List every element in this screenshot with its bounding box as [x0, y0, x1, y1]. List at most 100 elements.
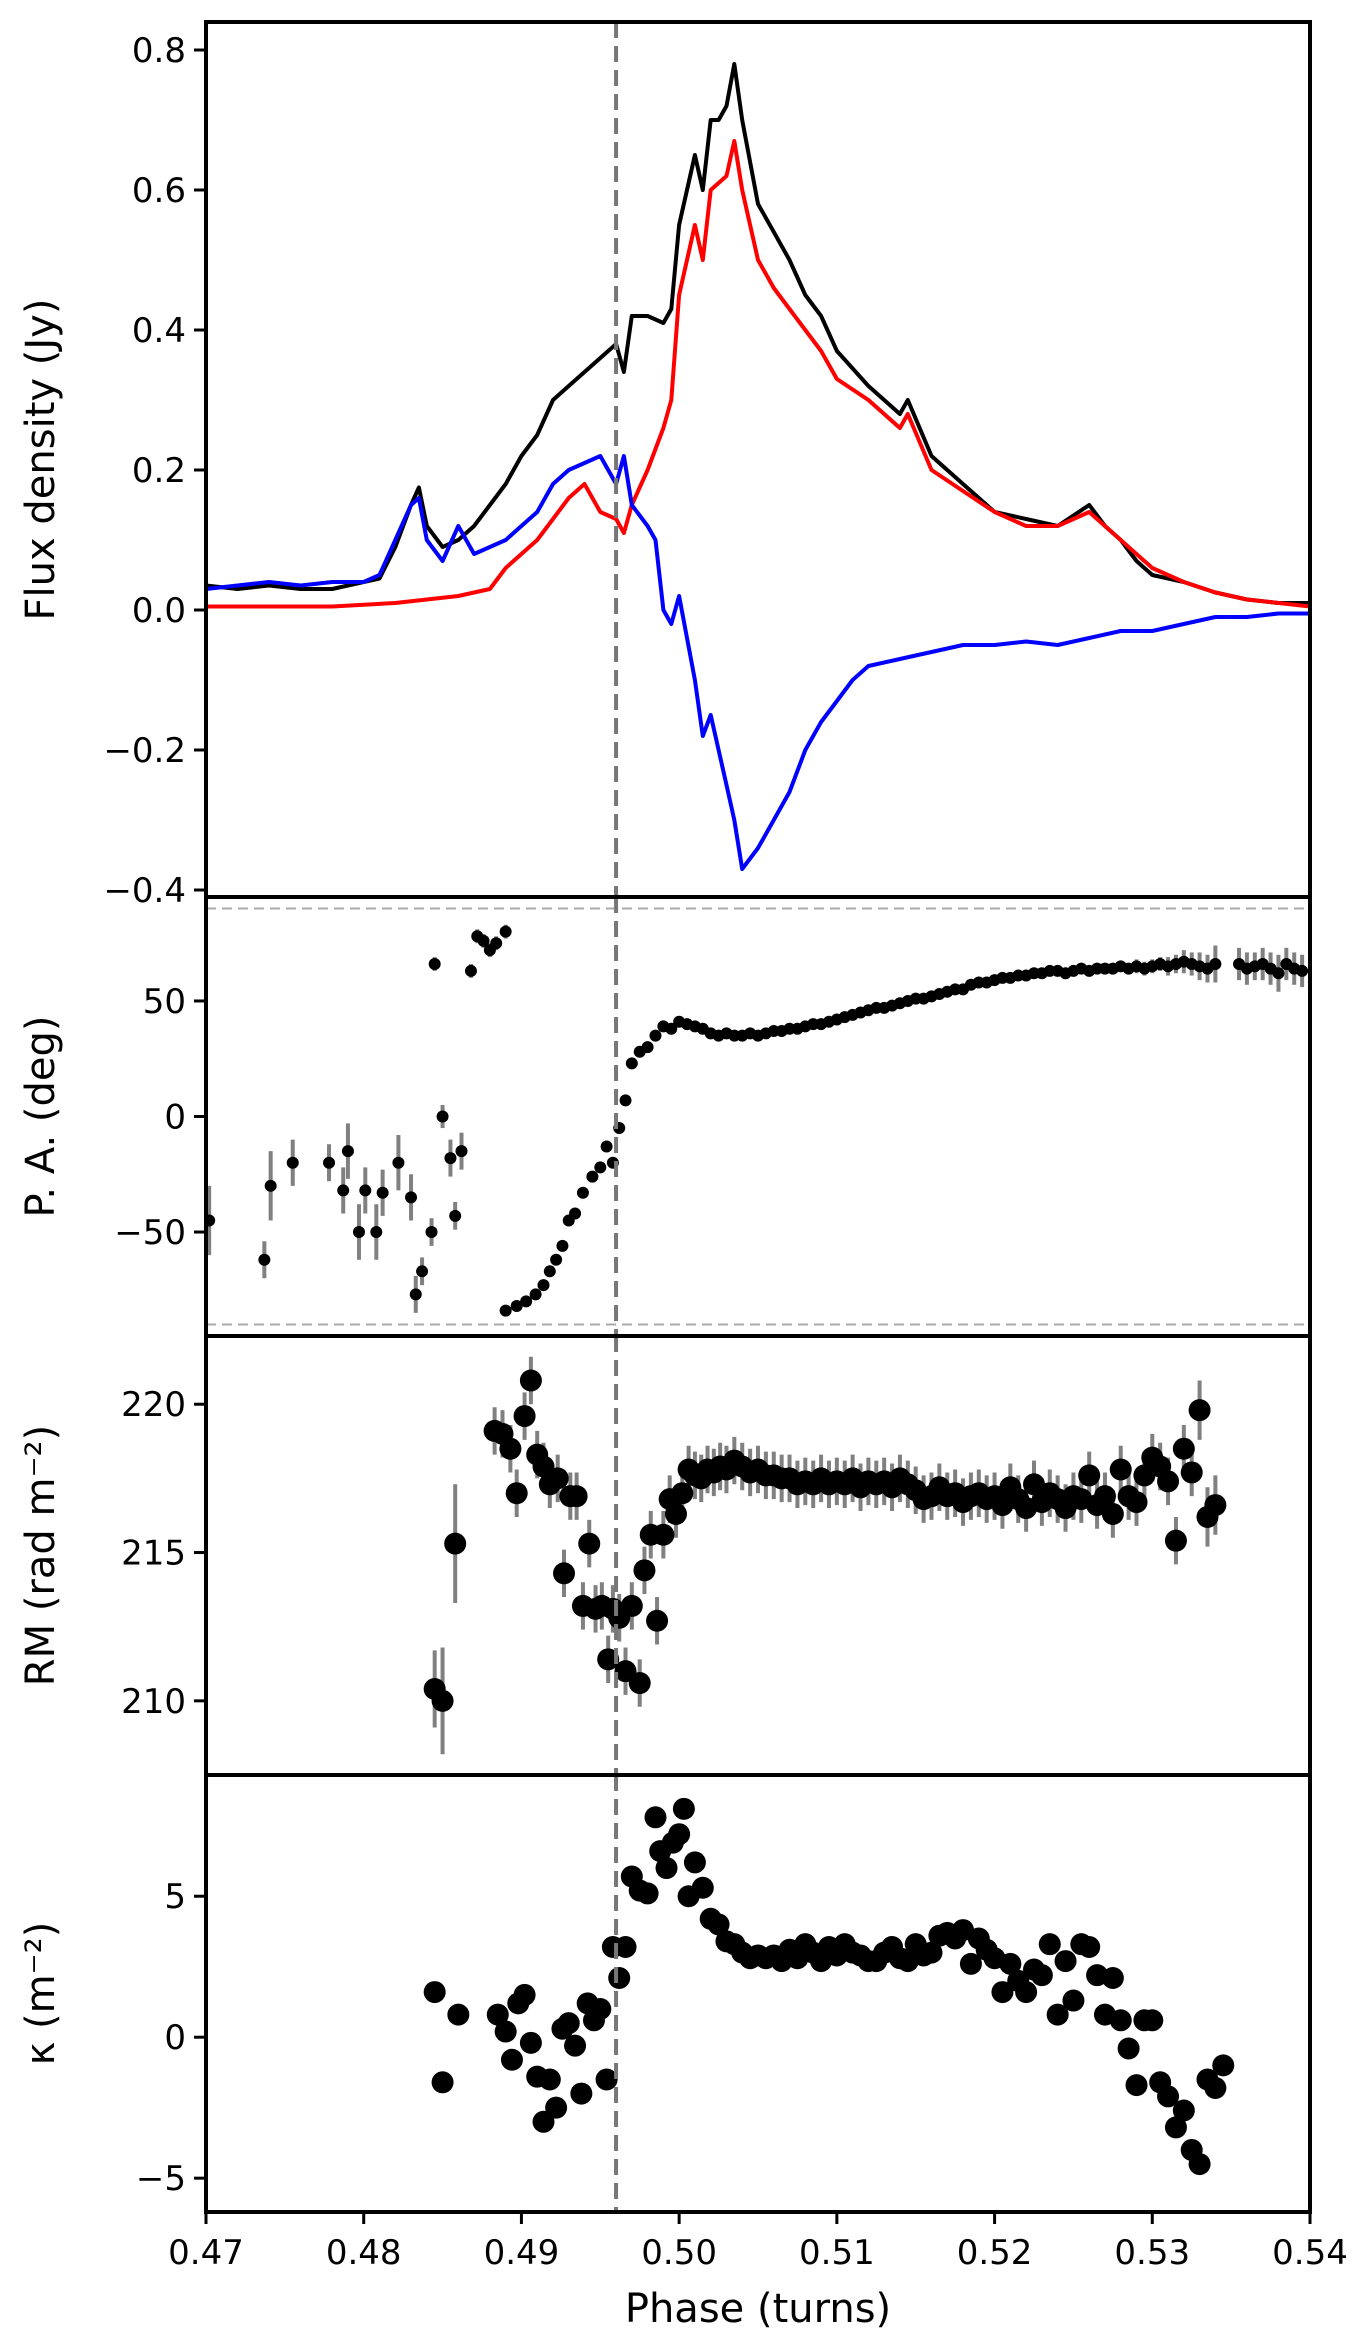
data-point	[636, 1882, 659, 1905]
data-point	[553, 1562, 576, 1585]
data-point	[546, 1467, 569, 1490]
plot-area-kappa	[423, 1797, 1235, 2176]
data-point	[519, 2031, 542, 2054]
data-point	[341, 1145, 354, 1158]
chart-panels: −0.4 −0.2 0.0 0.2 0.4 0.6 0.8 Flux density (Jy)…	[18, 20, 1348, 2273]
x-tick-label: 0.53	[1114, 2233, 1190, 2273]
data-point	[1204, 1494, 1227, 1517]
data-point	[464, 964, 477, 977]
data-point	[529, 1288, 542, 1301]
data-point	[569, 1207, 582, 1220]
y-tick-label: 50	[143, 982, 186, 1022]
data-point	[597, 1648, 620, 1671]
data-point	[455, 1145, 468, 1158]
data-point	[608, 1966, 631, 1989]
data-point	[665, 1022, 678, 1035]
y-axis-label: RM (rad m⁻²)	[18, 1425, 64, 1686]
data-point	[206, 1214, 216, 1227]
data-point	[1046, 2003, 1069, 2026]
y-tick-label: 210	[121, 1682, 186, 1722]
data-point	[520, 1295, 533, 1308]
y-tick-label: 0.6	[132, 171, 186, 211]
data-point	[1172, 1437, 1195, 1460]
y-tick-label: −0.4	[103, 871, 186, 911]
data-point	[920, 1941, 943, 1964]
data-point	[286, 1156, 299, 1169]
data-point	[486, 2003, 509, 2026]
data-point	[707, 1913, 730, 1936]
data-point	[565, 1485, 588, 1508]
data-point	[337, 1184, 350, 1197]
data-point	[1212, 2054, 1235, 2077]
y-axis-label: Flux density (Jy)	[18, 299, 64, 621]
data-point	[664, 1502, 687, 1525]
data-point	[532, 2110, 555, 2133]
data-point	[600, 1140, 613, 1153]
data-point	[1188, 2153, 1211, 2176]
y-tick-label: 0.0	[132, 591, 186, 631]
series-linear	[206, 139, 1310, 609]
data-point	[416, 1265, 429, 1278]
data-point	[564, 2034, 587, 2057]
data-point	[655, 1857, 678, 1880]
data-point	[499, 925, 512, 938]
panel-rm: 210 215 220 RM (rad m⁻²)	[18, 1334, 1312, 1777]
data-point	[652, 1523, 675, 1546]
data-point	[1188, 1399, 1211, 1422]
panel-kappa: −5 0 5 κ (m⁻²)	[18, 1773, 1312, 2224]
panel-frame	[204, 20, 1312, 899]
data-point	[1157, 1470, 1180, 1493]
data-point	[646, 1609, 669, 1632]
data-point	[633, 1559, 656, 1582]
data-point	[538, 2068, 561, 2091]
data-point	[1164, 2116, 1187, 2139]
data-point	[1015, 1981, 1038, 2004]
data-point	[1204, 2076, 1227, 2099]
data-point	[392, 1156, 405, 1169]
data-point	[444, 1532, 467, 1555]
data-point	[477, 934, 490, 947]
data-point	[370, 1226, 383, 1239]
data-point	[513, 1405, 536, 1428]
data-point	[1296, 964, 1309, 977]
data-point	[991, 1981, 1014, 2004]
data-point	[1078, 1464, 1101, 1487]
data-point	[1209, 958, 1222, 971]
x-tick-label: 0.52	[957, 2233, 1033, 2273]
data-point	[323, 1156, 336, 1169]
data-point	[1038, 1933, 1061, 1956]
y-tick-label: 0.4	[132, 311, 186, 351]
data-point	[505, 1482, 528, 1505]
data-point	[1078, 1935, 1101, 1958]
y-tick-label: 215	[121, 1534, 186, 1574]
data-point	[557, 2012, 580, 2035]
data-point	[510, 1299, 523, 1312]
y-tick-label: 5	[164, 1877, 186, 1917]
data-point	[683, 1851, 706, 1874]
data-point	[1172, 2099, 1195, 2122]
y-tick-label: 0.8	[132, 31, 186, 71]
x-tick-label: 0.51	[799, 2233, 875, 2273]
data-point	[620, 1594, 643, 1617]
data-point	[352, 1226, 365, 1239]
y-tick-label: 0	[164, 1098, 186, 1138]
data-point	[1109, 1458, 1132, 1481]
data-point	[499, 1304, 512, 1317]
data-point	[586, 1170, 599, 1183]
y-tick-label: −0.2	[103, 731, 186, 771]
data-point	[576, 1186, 589, 1199]
panel-flux: −0.4 −0.2 0.0 0.2 0.4 0.6 0.8 Flux density (Jy)	[18, 20, 1312, 911]
data-point	[1101, 1966, 1124, 1989]
x-tick-label: 0.47	[168, 2233, 244, 2273]
y-tick-label: 220	[121, 1385, 186, 1425]
data-point	[425, 1226, 438, 1239]
data-point	[668, 1823, 691, 1846]
data-point	[490, 937, 503, 950]
data-point	[1125, 2074, 1148, 2097]
x-tick-label: 0.54	[1272, 2233, 1348, 2273]
data-point	[436, 1110, 449, 1123]
data-point	[513, 1983, 536, 2006]
y-tick-label: −5	[136, 2159, 186, 2199]
panel-frame	[204, 1334, 1312, 1777]
plot-area-pa	[206, 907, 1310, 1326]
